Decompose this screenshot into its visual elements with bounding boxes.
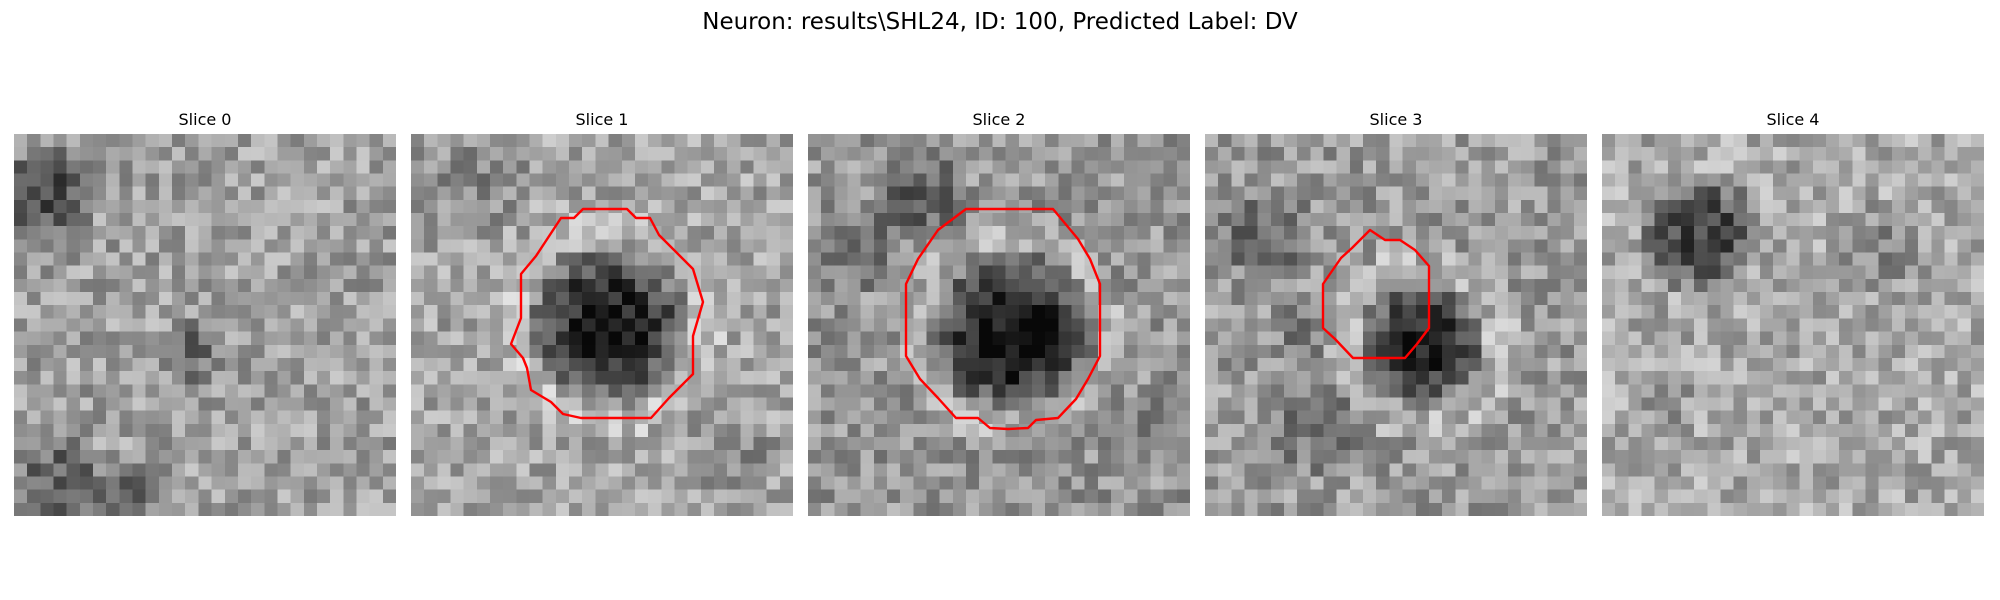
figure-title: Neuron: results\SHL24, ID: 100, Predicte… bbox=[702, 9, 1298, 35]
slice-3-image bbox=[1205, 134, 1587, 516]
slice-3-title: Slice 3 bbox=[1369, 110, 1423, 129]
slice-0-image bbox=[14, 134, 396, 516]
slice-2-contour bbox=[904, 207, 1102, 431]
slice-0-title: Slice 0 bbox=[178, 110, 232, 129]
slice-1-title: Slice 1 bbox=[575, 110, 629, 129]
slice-1-image bbox=[411, 134, 793, 516]
slice-4-title: Slice 4 bbox=[1766, 110, 1820, 129]
slice-4-image bbox=[1602, 134, 1984, 516]
slice-3-contour bbox=[1321, 228, 1431, 360]
slice-2-title: Slice 2 bbox=[972, 110, 1026, 129]
slice-1-contour bbox=[509, 207, 705, 420]
slice-2-image bbox=[808, 134, 1190, 516]
